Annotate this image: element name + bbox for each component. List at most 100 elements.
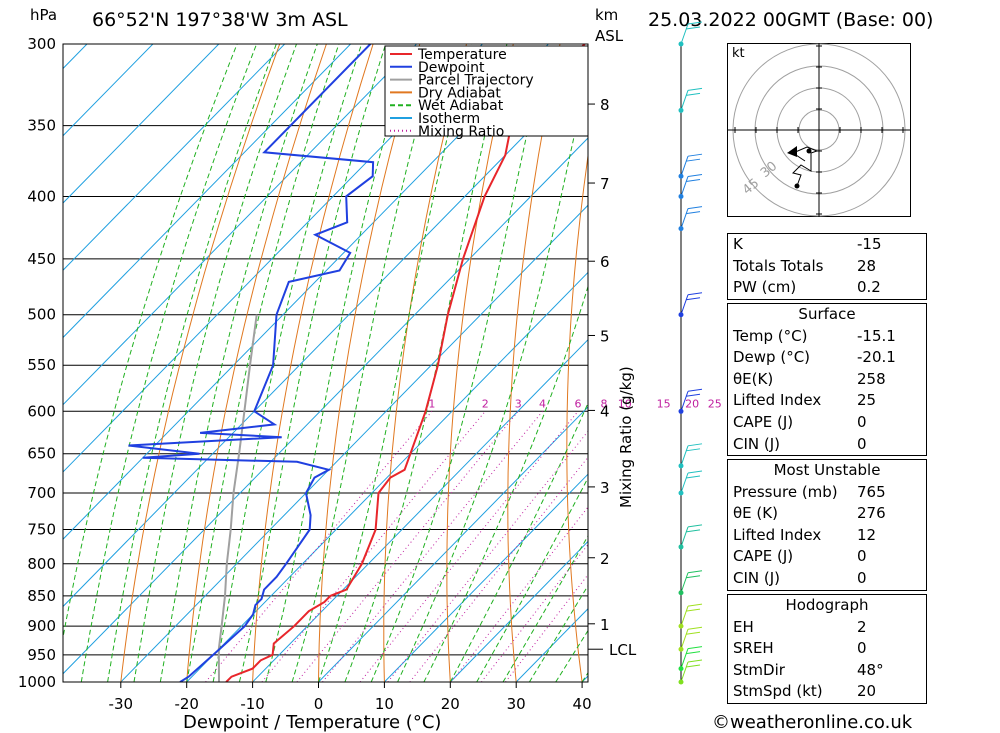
hpa-unit-label: hPa [30, 6, 57, 24]
hodograph-title: Hodograph [785, 596, 869, 614]
wet-adiabat-line [476, 476, 588, 682]
mixing-ratio-label: 15 [657, 397, 671, 410]
index-row: SREH 0 [728, 638, 926, 660]
wet-adiabat-line [397, 69, 588, 682]
mixing-ratio-label: 3 [515, 397, 522, 410]
index-row: PW (cm) 0.2 [728, 277, 926, 299]
indices-table-hodograph: Hodograph EH 2 SREH 0 StmDir 48° StmSpd (kt) 20 [727, 594, 927, 704]
x-tick-label: -20 [174, 695, 199, 713]
index-row: StmDir 48° [728, 660, 926, 682]
index-value: 25 [857, 391, 877, 410]
wind-barb-staff [680, 472, 689, 494]
pressure-tick-label: 1000 [18, 673, 56, 691]
index-row: Dewp (°C) -20.1 [728, 347, 926, 369]
index-label: CIN (J) [733, 568, 781, 587]
isotherm-line [63, 44, 417, 406]
pressure-tick-label: 550 [27, 356, 56, 374]
wind-barb-flag [685, 92, 701, 96]
wind-barb-flag [687, 153, 703, 157]
x-tick-label: 40 [573, 695, 592, 713]
index-label: Lifted Index [733, 525, 822, 544]
legend-box [384, 45, 589, 137]
wet-adiabat-line [186, 44, 340, 682]
wind-barb-staff [680, 90, 689, 111]
isotherm-line [318, 406, 588, 682]
legend-entry: Temperature [417, 47, 507, 63]
index-row: Totals Totals 28 [728, 256, 926, 278]
wind-barb-staff [680, 391, 689, 412]
index-value: 48° [857, 660, 884, 679]
indices-table-surface: Surface Temp (°C) -15.1 Dewp (°C) -20.1 θE(K… [727, 303, 927, 457]
isotherm-line [63, 44, 549, 540]
dry-adiabat-line [383, 44, 467, 682]
legend-entry: Mixing Ratio [418, 124, 504, 140]
wind-barb-flag [685, 575, 701, 579]
pressure-tick-label: 950 [27, 646, 56, 664]
isotherm-line [120, 204, 588, 682]
legend-entry: Parcel Trajectory [418, 73, 534, 89]
wind-barb-flag [687, 603, 703, 607]
wet-adiabat-line [318, 44, 472, 682]
mixing-ratio-line [322, 410, 543, 682]
wind-barb-staff [680, 661, 689, 683]
index-label: K [733, 235, 743, 253]
km-tick-label: 6 [600, 253, 610, 271]
index-value: 276 [857, 504, 886, 523]
index-value: 0 [857, 568, 867, 587]
wet-adiabat-line [344, 44, 508, 682]
pressure-tick-label: 800 [27, 555, 56, 573]
wind-barb-flag [687, 659, 703, 663]
temperature-line [225, 44, 586, 682]
wind-barb-staff [680, 156, 689, 177]
isotherm-line [63, 70, 588, 608]
plot-frame [62, 43, 589, 683]
wet-adiabat-line [370, 44, 548, 682]
km-tick-label: 8 [600, 96, 610, 114]
index-row: CIN (J) 0 [728, 568, 926, 590]
km-unit-label: km [595, 6, 618, 24]
wet-adiabat-line [159, 44, 318, 682]
x-tick-label: -10 [240, 695, 265, 713]
index-label: CAPE (J) [733, 547, 794, 566]
index-row: EH 2 [728, 617, 926, 639]
dry-adiabat-line [934, 44, 1000, 682]
wind-barb-flag [685, 393, 701, 397]
pressure-tick-label: 350 [27, 117, 56, 135]
wind-column [678, 21, 703, 685]
wind-barb-flag [687, 470, 703, 474]
mixing-ratio-label: 6 [574, 397, 581, 410]
index-label: Temp (°C) [733, 326, 808, 345]
isotherm-line [63, 44, 220, 204]
pressure-tick-label: 850 [27, 587, 56, 605]
pressure-tick-label: 700 [27, 484, 56, 502]
index-value: 28 [857, 256, 877, 275]
surface-title: Surface [798, 305, 856, 323]
pressure-tick-label: 900 [27, 617, 56, 635]
wet-adiabat-line [265, 44, 413, 682]
wet-adiabat-line [528, 584, 588, 682]
wet-adiabat-line [502, 534, 588, 682]
pressure-tick-label: 450 [27, 250, 56, 268]
x-tick-label: 0 [314, 695, 324, 713]
index-value: 20 [857, 682, 877, 701]
wind-barb-staff [680, 445, 689, 466]
index-label: Totals Totals [733, 256, 824, 275]
index-label: θE (K) [733, 504, 778, 523]
indices-table-unstable: Most Unstable Pressure (mb) 765 θE (K) 276 L… [727, 459, 927, 591]
wind-barb-staff [680, 648, 689, 669]
wind-barb-flag [685, 651, 701, 655]
wind-barb-flag [687, 21, 703, 25]
x-tick-label: 30 [507, 695, 526, 713]
x-tick-label: 20 [441, 695, 460, 713]
index-label: StmDir [733, 660, 785, 679]
index-value: 12 [857, 525, 877, 544]
asl-unit-label: ASL [595, 27, 624, 45]
index-row: CIN (J) 0 [728, 434, 926, 456]
km-tick-label: 7 [600, 175, 610, 193]
index-value: 0 [857, 434, 867, 453]
pressure-tick-label: 600 [27, 402, 56, 420]
index-row: θE (K) 276 [728, 503, 926, 525]
isotherm-line [0, 44, 21, 682]
mixing-ratio-line [359, 410, 579, 682]
